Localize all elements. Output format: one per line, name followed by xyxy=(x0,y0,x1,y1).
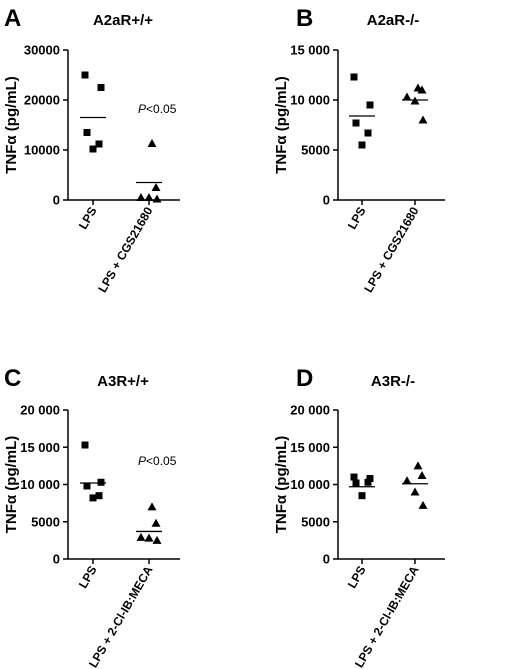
data-point-triangle xyxy=(151,183,161,191)
y-tick-label: 20 000 xyxy=(20,403,60,418)
y-tick-label: 0 xyxy=(323,552,330,567)
data-point-square xyxy=(95,492,103,500)
data-point-square xyxy=(95,140,103,148)
data-point-square xyxy=(352,119,360,127)
y-tick-label: 10 000 xyxy=(290,93,330,108)
y-tick-label: 0 xyxy=(323,193,330,208)
significance-annotation: P<0.05 xyxy=(138,454,177,468)
y-tick-label: 5000 xyxy=(31,514,60,529)
significance-annotation: P<0.05 xyxy=(138,102,177,116)
chart-panel-b: B A2aR-/- 0 5000 10 000 15 000 TNFα (pg/mL) LPS… xyxy=(273,5,445,295)
chart-panel-c: C A3R+/+ 0 5000 10 000 15 000 20 000 TNFα (pg/m… xyxy=(3,365,180,669)
data-point-square xyxy=(366,475,374,483)
x-category-label: LPS xyxy=(345,205,369,232)
data-point-triangle xyxy=(136,193,146,201)
data-point-triangle xyxy=(418,500,428,509)
data-point-square xyxy=(97,84,105,91)
data-point-square xyxy=(89,494,97,502)
y-axis-label: TNFα (pg/mL) xyxy=(273,76,290,174)
data-point-triangle xyxy=(151,518,161,527)
y-tick-label: 5000 xyxy=(301,514,330,529)
x-category-label: LPS + CGS21680 xyxy=(95,204,155,295)
x-category-label: LPS + 2-Cl-IB:MECA xyxy=(86,563,156,669)
y-tick-label: 15 000 xyxy=(20,440,60,455)
data-point-triangle xyxy=(402,476,412,485)
chart-title: A3R-/- xyxy=(371,373,415,390)
chart-panel-d: D A3R-/- 0 5000 10 000 15 000 20 000 TNFα (pg/m… xyxy=(273,365,445,669)
data-point-square xyxy=(89,145,97,153)
data-point-square xyxy=(97,478,105,486)
data-point-triangle xyxy=(152,535,162,544)
y-tick-label: 15 000 xyxy=(290,43,330,58)
data-point-square xyxy=(350,473,358,481)
data-point-square xyxy=(366,101,374,109)
data-point-square xyxy=(358,141,366,149)
data-point-triangle xyxy=(417,85,427,94)
data-point-square xyxy=(364,129,372,137)
data-point-square xyxy=(83,482,91,490)
y-axis-label: TNFα (pg/mL) xyxy=(3,76,20,174)
data-point-triangle xyxy=(413,461,423,470)
data-point-square xyxy=(358,492,366,500)
data-point-triangle xyxy=(147,502,157,511)
x-category-label: LPS + CGS21680 xyxy=(361,204,421,295)
data-point-square xyxy=(81,441,89,449)
y-axis-label: TNFα (pg/mL) xyxy=(3,436,20,534)
y-tick-label: 0 xyxy=(53,552,60,567)
y-tick-label: 0 xyxy=(53,193,60,208)
data-point-square xyxy=(83,129,91,136)
y-tick-label: 5000 xyxy=(301,143,330,158)
data-point-triangle xyxy=(136,532,146,541)
data-point-triangle xyxy=(410,487,420,496)
data-point-triangle xyxy=(147,139,157,147)
y-tick-label: 20 000 xyxy=(290,403,330,418)
x-category-label: LPS xyxy=(76,564,100,591)
x-category-label: LPS xyxy=(76,205,100,232)
y-tick-label: 20000 xyxy=(24,93,60,108)
y-axis-label: TNFα (pg/mL) xyxy=(273,436,290,534)
panel-label: C xyxy=(4,365,21,392)
panel-label: D xyxy=(296,365,313,392)
panel-label: A xyxy=(4,5,21,32)
data-point-square xyxy=(350,73,358,81)
y-tick-label: 15 000 xyxy=(290,440,330,455)
y-tick-label: 10 000 xyxy=(20,477,60,492)
y-tick-label: 10000 xyxy=(24,143,60,158)
chart-title: A3R+/+ xyxy=(97,373,149,390)
data-point-triangle xyxy=(402,92,412,101)
data-point-square xyxy=(352,479,360,487)
data-point-triangle xyxy=(144,533,154,542)
chart-panel-a: A A2aR+/+ 0 10000 20000 30000 TNFα (pg/mL) LPSL… xyxy=(3,5,180,295)
data-point-square xyxy=(364,478,372,486)
y-tick-label: 30000 xyxy=(24,43,60,58)
panel-label: B xyxy=(296,5,313,32)
chart-title: A2aR-/- xyxy=(367,12,420,29)
data-point-triangle xyxy=(417,471,427,480)
chart-title: A2aR+/+ xyxy=(93,12,153,29)
x-category-label: LPS xyxy=(345,564,369,591)
data-point-triangle xyxy=(418,115,428,124)
y-tick-label: 10 000 xyxy=(290,477,330,492)
data-point-square xyxy=(81,71,89,79)
data-point-triangle xyxy=(152,194,162,203)
data-point-triangle xyxy=(144,193,154,201)
